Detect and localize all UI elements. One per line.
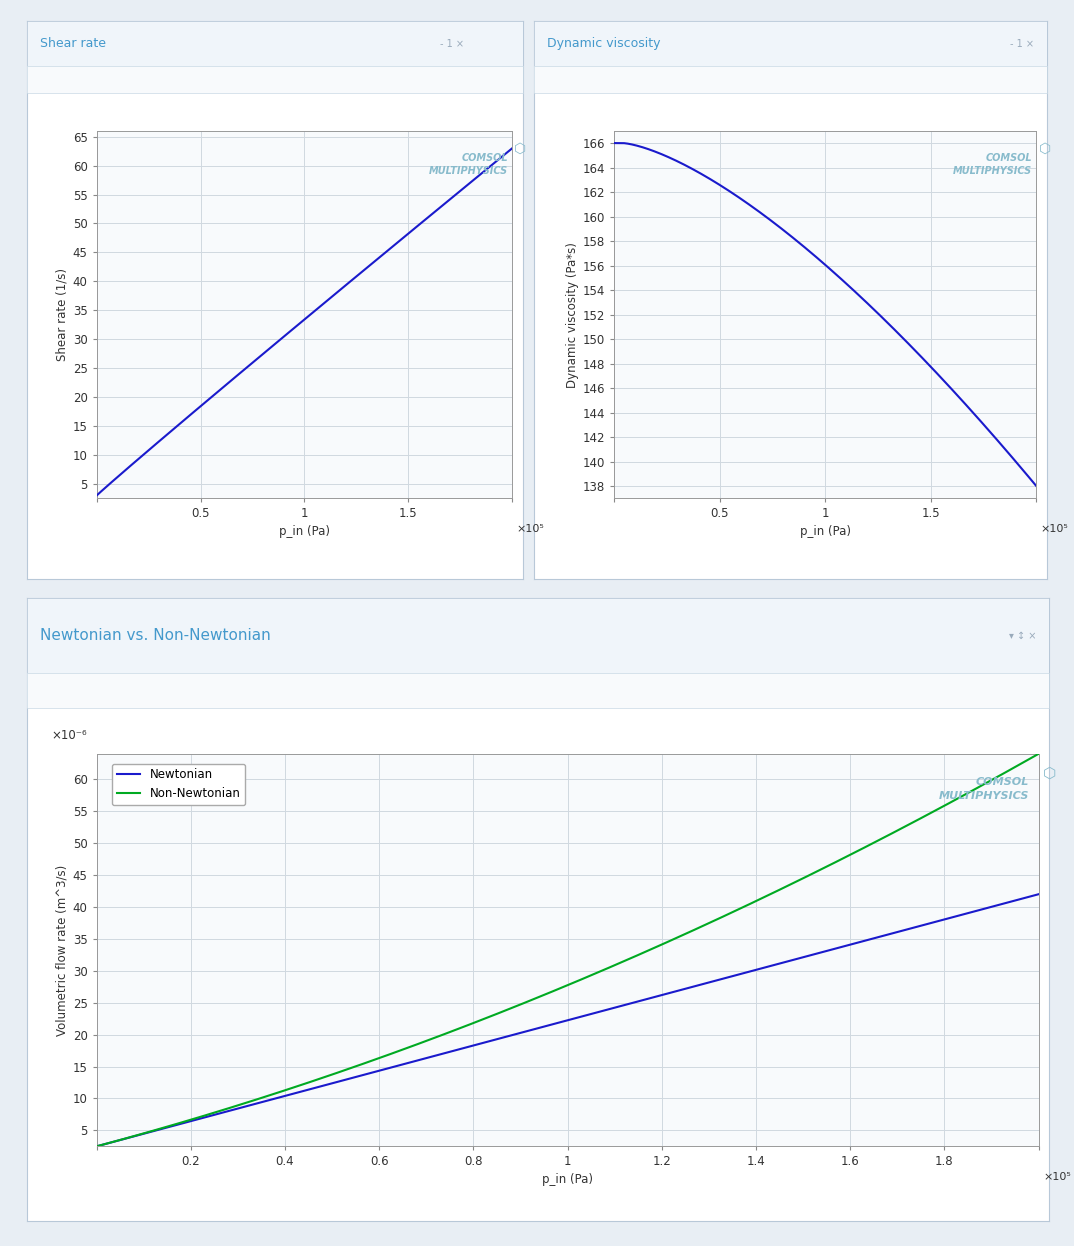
Non-Newtonian: [645, 942, 658, 957]
X-axis label: p_in (Pa): p_in (Pa): [279, 525, 330, 537]
Newtonian: [799, 949, 812, 964]
Non-Newtonian: [332, 1065, 345, 1080]
Line: Non-Newtonian: Non-Newtonian: [97, 754, 1039, 1146]
X-axis label: p_in (Pa): p_in (Pa): [542, 1172, 593, 1185]
Text: ⬡: ⬡: [1039, 142, 1050, 156]
Y-axis label: Shear rate (1/s): Shear rate (1/s): [56, 268, 69, 361]
Legend: Newtonian, Non-Newtonian: Newtonian, Non-Newtonian: [112, 764, 245, 805]
Text: - 1 ×: - 1 ×: [1011, 39, 1034, 49]
Non-Newtonian: [517, 996, 529, 1011]
Text: COMSOL
MULTIPHYSICS: COMSOL MULTIPHYSICS: [429, 153, 508, 176]
Text: Newtonian vs. Non-Newtonian: Newtonian vs. Non-Newtonian: [40, 628, 271, 643]
Text: ×10⁵: ×10⁵: [1043, 1171, 1071, 1182]
Text: - 1 ×: - 1 ×: [440, 39, 464, 49]
Text: ⬡: ⬡: [1043, 765, 1057, 780]
Text: Shear rate: Shear rate: [40, 37, 105, 50]
Text: COMSOL
MULTIPHYSICS: COMSOL MULTIPHYSICS: [939, 778, 1029, 801]
Newtonian: [90, 1139, 103, 1154]
Text: Dynamic viscosity: Dynamic viscosity: [547, 37, 661, 50]
Text: ×10⁻⁶: ×10⁻⁶: [52, 729, 87, 743]
Newtonian: [332, 1074, 345, 1089]
Newtonian: [1032, 887, 1045, 902]
Non-Newtonian: [720, 908, 732, 923]
Newtonian: [645, 991, 658, 1006]
Text: ×10⁵: ×10⁵: [1041, 525, 1069, 535]
Text: ⬡: ⬡: [514, 142, 526, 156]
Non-Newtonian: [799, 870, 812, 885]
Non-Newtonian: [90, 1139, 103, 1154]
Text: ▾ ↕ ×: ▾ ↕ ×: [1010, 630, 1036, 640]
Y-axis label: Volumetric flow rate (m^3/s): Volumetric flow rate (m^3/s): [56, 865, 69, 1035]
Newtonian: [257, 1094, 270, 1109]
X-axis label: p_in (Pa): p_in (Pa): [800, 525, 851, 537]
Y-axis label: Dynamic viscosity (Pa*s): Dynamic viscosity (Pa*s): [566, 242, 579, 388]
Newtonian: [517, 1024, 529, 1039]
Line: Newtonian: Newtonian: [97, 895, 1039, 1146]
Newtonian: [720, 971, 732, 986]
Non-Newtonian: [1032, 746, 1045, 761]
Text: ×10⁵: ×10⁵: [517, 525, 545, 535]
Text: COMSOL
MULTIPHYSICS: COMSOL MULTIPHYSICS: [953, 153, 1032, 176]
Non-Newtonian: [257, 1090, 270, 1105]
